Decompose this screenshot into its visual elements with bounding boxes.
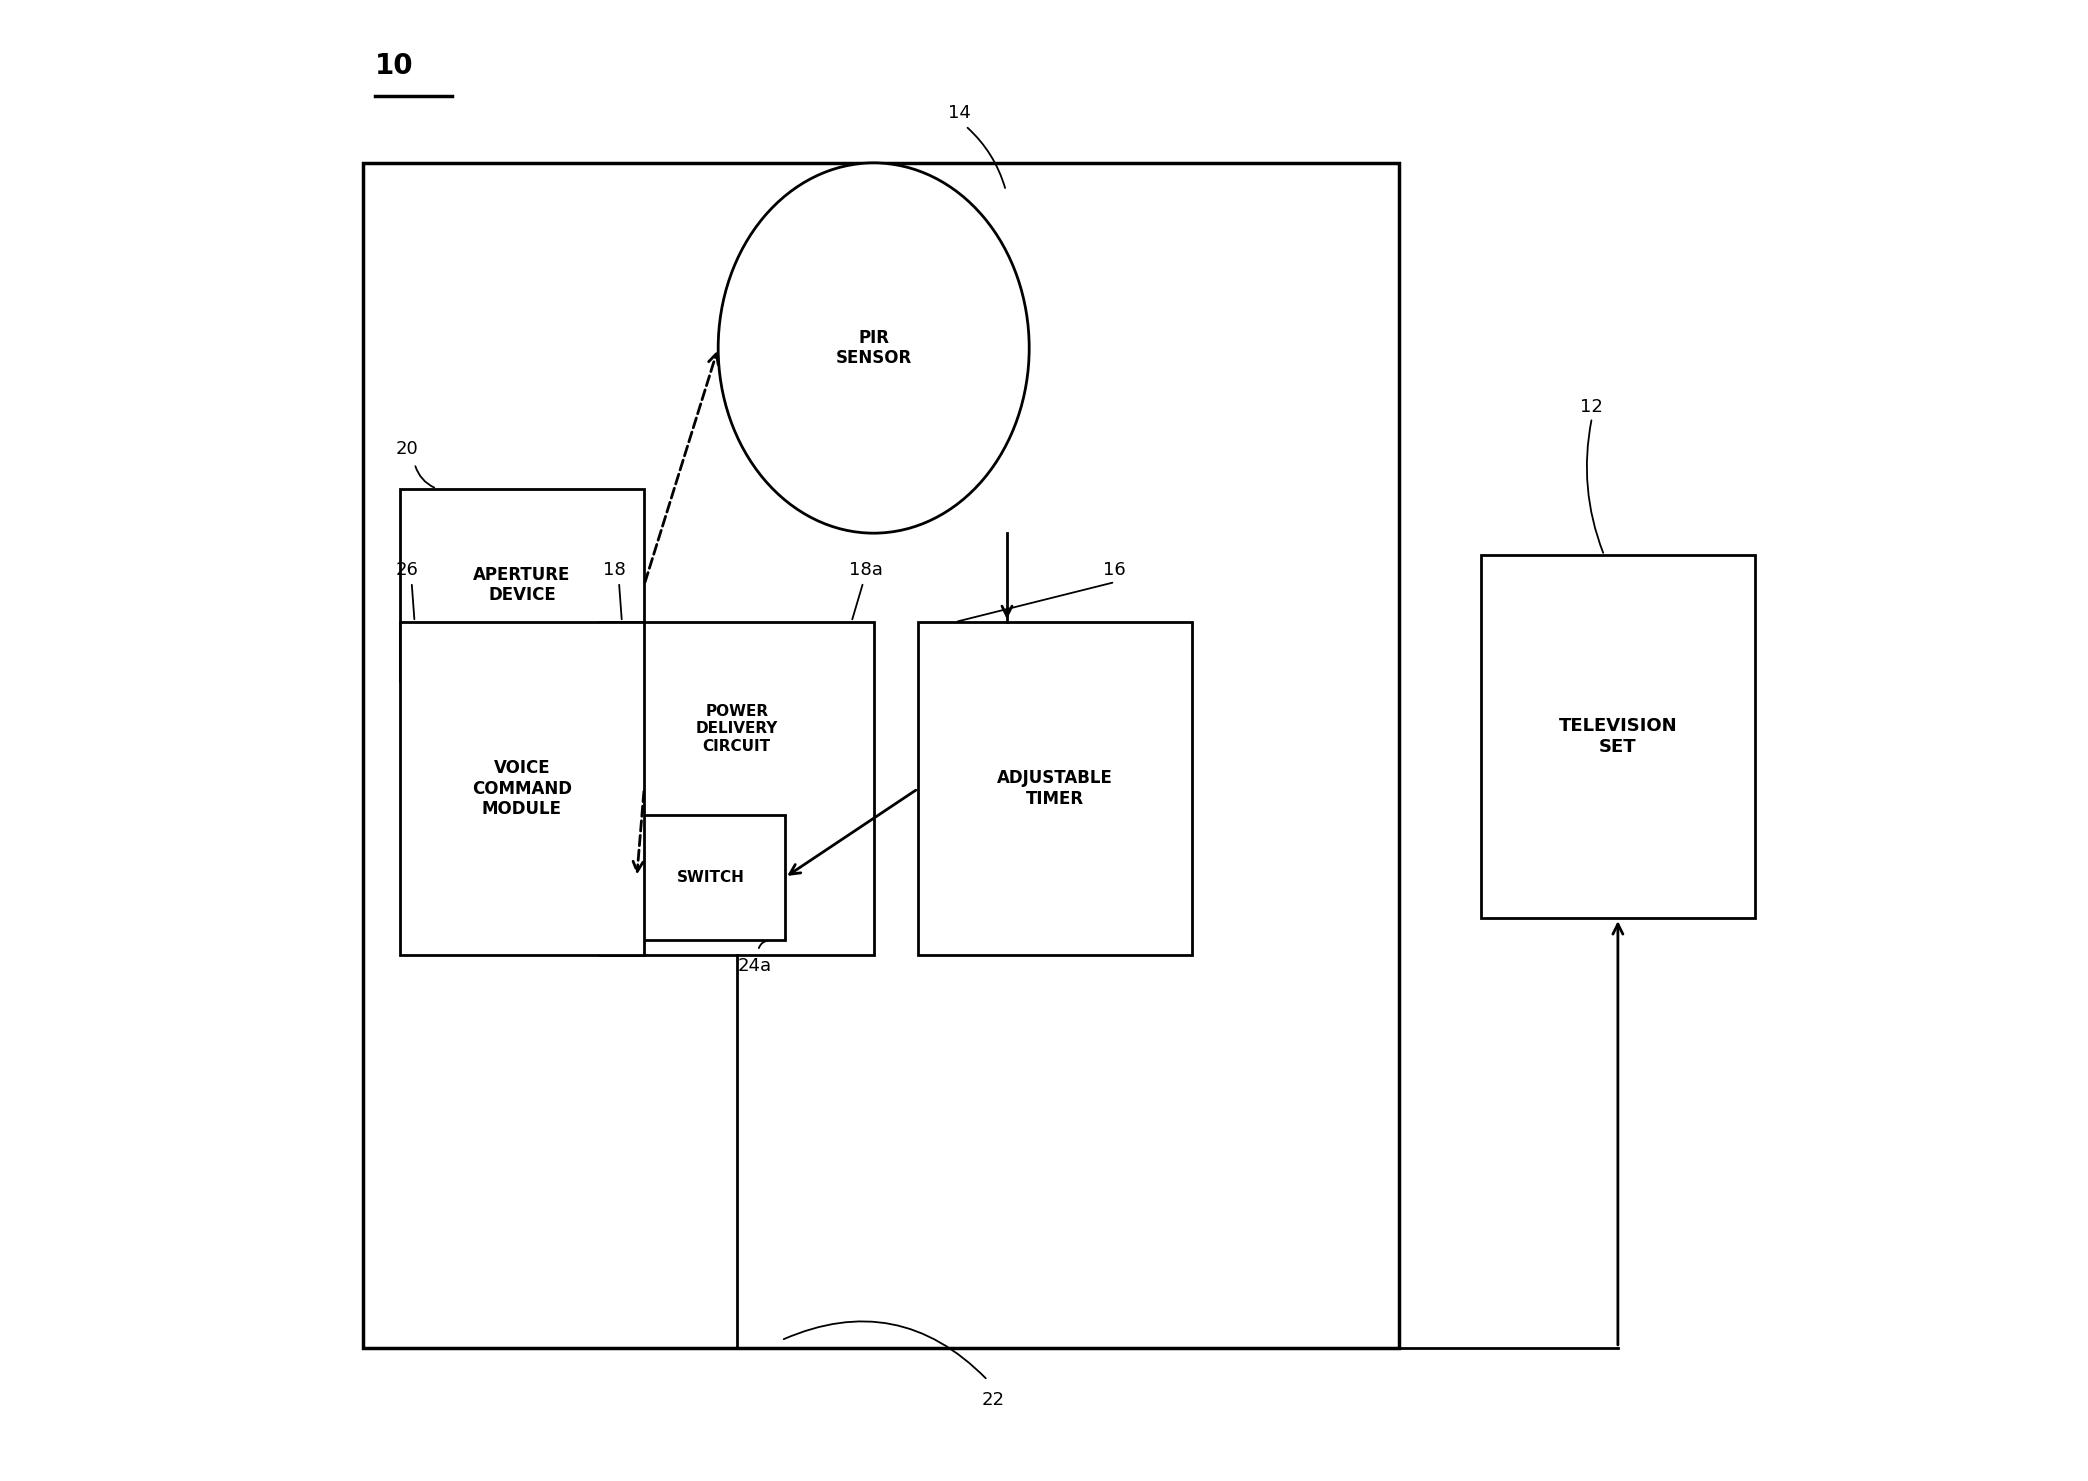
Text: SWITCH: SWITCH <box>677 869 745 886</box>
Text: 26: 26 <box>395 561 418 579</box>
FancyBboxPatch shape <box>1480 555 1754 918</box>
Text: 22: 22 <box>981 1391 1004 1408</box>
Text: TELEVISION
SET: TELEVISION SET <box>1558 717 1677 757</box>
Text: 24a: 24a <box>737 957 773 974</box>
FancyBboxPatch shape <box>919 622 1192 955</box>
Text: 14: 14 <box>948 104 971 121</box>
FancyBboxPatch shape <box>399 489 643 681</box>
Text: 20: 20 <box>395 440 418 458</box>
FancyBboxPatch shape <box>399 622 643 955</box>
Text: 10: 10 <box>374 52 413 80</box>
Text: 16: 16 <box>1102 561 1125 579</box>
Text: PIR
SENSOR: PIR SENSOR <box>835 329 912 367</box>
Ellipse shape <box>718 163 1029 533</box>
Text: 12: 12 <box>1581 398 1604 416</box>
Text: 18: 18 <box>603 561 626 579</box>
Text: ADJUSTABLE
TIMER: ADJUSTABLE TIMER <box>998 769 1113 809</box>
Text: POWER
DELIVERY
CIRCUIT: POWER DELIVERY CIRCUIT <box>695 703 779 754</box>
Text: 18a: 18a <box>848 561 883 579</box>
FancyBboxPatch shape <box>363 163 1399 1348</box>
FancyBboxPatch shape <box>637 815 785 940</box>
Text: APERTURE
DEVICE: APERTURE DEVICE <box>474 566 570 604</box>
FancyBboxPatch shape <box>599 622 873 955</box>
Text: VOICE
COMMAND
MODULE: VOICE COMMAND MODULE <box>472 758 572 819</box>
